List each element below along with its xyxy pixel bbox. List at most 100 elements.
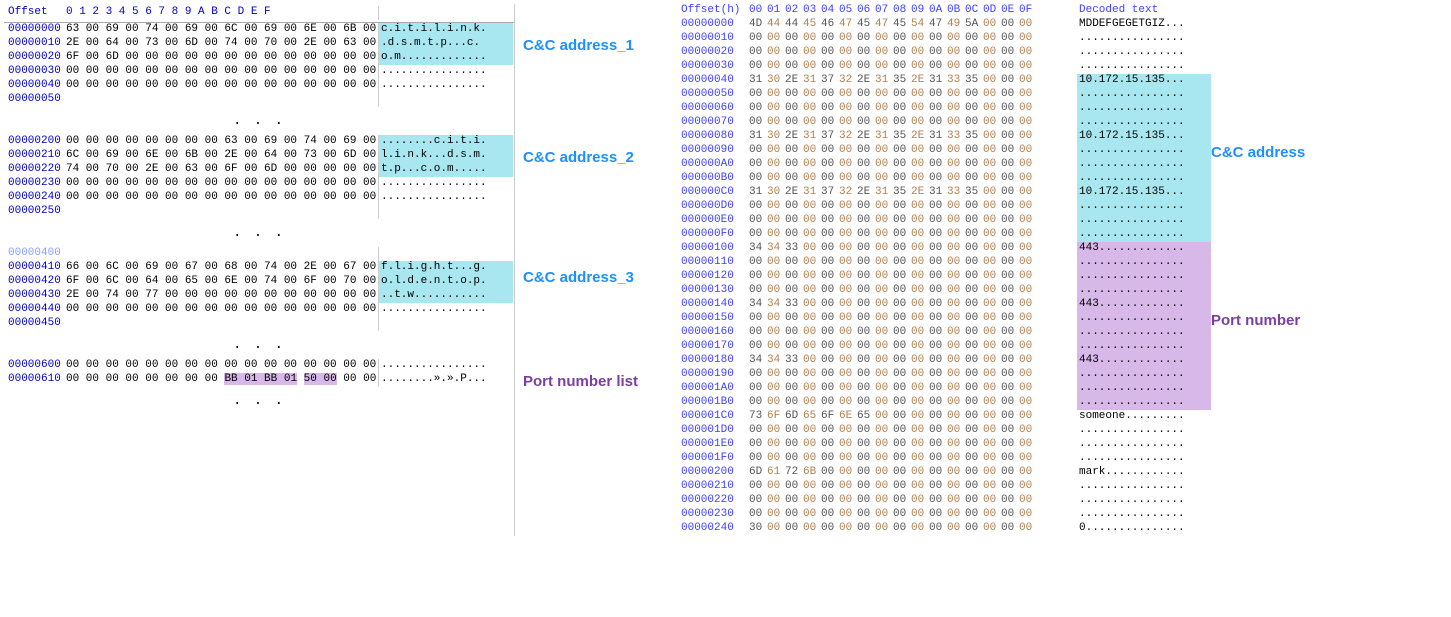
offset-cell: 00000170 [681, 340, 749, 354]
hex-row: 0000023000 00 00 00 00 00 00 00 00 00 00… [4, 177, 514, 191]
hex-cell: 00000000000000000000000000000000 [749, 396, 1077, 410]
offset-cell: 00000000 [681, 18, 749, 32]
hex-row: 0000005000000000000000000000000000000000… [681, 88, 1211, 102]
hex-row: 0000016000000000000000000000000000000000… [681, 326, 1211, 340]
offset-cell: 00000110 [681, 256, 749, 270]
offset-cell: 00000220 [681, 494, 749, 508]
hex-cell: 00000000000000000000000000000000 [749, 60, 1077, 74]
hex-row: 0000004031302E3137322E31352E313335000000… [681, 74, 1211, 88]
decoded-header: Decoded text [1077, 4, 1211, 18]
offset-cell: 000001C0 [681, 410, 749, 424]
hex-row: 000001F000000000000000000000000000000000… [681, 452, 1211, 466]
ascii-cell: mark............ [1077, 466, 1211, 480]
ascii-cell: o.m............. [378, 51, 513, 65]
offset-cell: 000000A0 [681, 158, 749, 172]
hex-header: 000102030405060708090A0B0C0D0E0F [749, 4, 1077, 18]
offset-cell: 00000040 [681, 74, 749, 88]
ascii-cell: 10.172.15.135... [1077, 74, 1211, 88]
offset-cell: 00000230 [681, 508, 749, 522]
hex-cell: 31302E3137322E31352E313335000000 [749, 186, 1077, 200]
ascii-cell: ................ [1077, 228, 1211, 242]
hex-cell: 00000000000000000000000000000000 [749, 228, 1077, 242]
offset-cell: 00000200 [681, 466, 749, 480]
ascii-cell: 10.172.15.135... [1077, 130, 1211, 144]
hex-cell: 00 00 00 00 00 00 00 00 00 00 00 00 00 0… [66, 359, 378, 373]
ascii-cell: 0............... [1077, 522, 1211, 536]
hex-row: 0000017000000000000000000000000000000000… [681, 340, 1211, 354]
left-hexdump: Offset 0 1 2 3 4 5 6 7 8 9 A B C D E F 0… [4, 4, 515, 536]
hex-row: 0000014034343300000000000000000000000000… [681, 298, 1211, 312]
hex-row: 0000009000000000000000000000000000000000… [681, 144, 1211, 158]
offset-cell: 00000030 [681, 60, 749, 74]
ascii-cell: ................ [1077, 144, 1211, 158]
ascii-cell: 443............. [1077, 298, 1211, 312]
hex-row: 0000012000000000000000000000000000000000… [681, 270, 1211, 284]
hex-row: 0000023000000000000000000000000000000000… [681, 508, 1211, 522]
hex-row: 000001D000000000000000000000000000000000… [681, 424, 1211, 438]
offset-cell: 00000040 [8, 79, 66, 93]
offset-cell: 00000180 [681, 354, 749, 368]
offset-cell: 00000020 [8, 51, 66, 65]
ellipsis: . . . [4, 219, 514, 247]
hex-row: 0000061000 00 00 00 00 00 00 00 BB 01 BB… [4, 373, 514, 387]
ascii-cell: ................ [378, 191, 513, 205]
offset-cell: 000001E0 [681, 438, 749, 452]
hex-row: 0000022000000000000000000000000000000000… [681, 494, 1211, 508]
hex-cell: 31302E3137322E31352E313335000000 [749, 74, 1077, 88]
hex-row: 0000015000000000000000000000000000000000… [681, 312, 1211, 326]
annotation-label: C&C address_1 [523, 37, 634, 54]
hex-row: 0000001000000000000000000000000000000000… [681, 32, 1211, 46]
hex-cell: 00000000000000000000000000000000 [749, 382, 1077, 396]
hex-row: 0000019000000000000000000000000000000000… [681, 368, 1211, 382]
hex-cell: 00000000000000000000000000000000 [749, 46, 1077, 60]
ascii-cell: ................ [1077, 494, 1211, 508]
hex-row: 000001C0736F6D656F6E65000000000000000000… [681, 410, 1211, 424]
hex-cell: 6F 00 6D 00 00 00 00 00 00 00 00 00 00 0… [66, 51, 378, 65]
hex-row: 00000450 [4, 317, 514, 331]
ascii-cell: ................ [1077, 88, 1211, 102]
hex-row: 000004302E 00 74 00 77 00 00 00 00 00 00… [4, 289, 514, 303]
hex-row: 0000060000 00 00 00 00 00 00 00 00 00 00… [4, 359, 514, 373]
offset-cell: 00000600 [8, 359, 66, 373]
hex-cell: 00000000000000000000000000000000 [749, 214, 1077, 228]
ascii-cell: ..t.w........... [378, 289, 513, 303]
hex-row: 0000044000 00 00 00 00 00 00 00 00 00 00… [4, 303, 514, 317]
hex-cell: 63 00 69 00 74 00 69 00 6C 00 69 00 6E 0… [66, 23, 378, 37]
hex-header: 0 1 2 3 4 5 6 7 8 9 A B C D E F [66, 6, 378, 20]
ascii-cell: ................ [1077, 172, 1211, 186]
ascii-cell: ................ [378, 359, 513, 373]
ascii-cell: 10.172.15.135... [1077, 186, 1211, 200]
ascii-cell: .d.s.m.t.p...c. [378, 37, 513, 51]
right-annotations: C&C addressPort number [1211, 4, 1341, 536]
hex-cell: 00000000000000000000000000000000 [749, 200, 1077, 214]
ascii-cell: l.i.n.k...d.s.m. [378, 149, 513, 163]
ascii-cell: ................ [1077, 256, 1211, 270]
hex-cell: 00000000000000000000000000000000 [749, 424, 1077, 438]
hex-cell: 34343300000000000000000000000000 [749, 242, 1077, 256]
offset-cell: 00000020 [681, 46, 749, 60]
ascii-cell: ................ [1077, 340, 1211, 354]
hex-row: 000002106C 00 69 00 6E 00 6B 00 2E 00 64… [4, 149, 514, 163]
hex-cell: 00000000000000000000000000000000 [749, 32, 1077, 46]
hex-cell: 00 00 00 00 00 00 00 00 00 00 00 00 00 0… [66, 177, 378, 191]
ellipsis: . . . [4, 107, 514, 135]
hex-cell: 00000000000000000000000000000000 [749, 270, 1077, 284]
hex-cell: 66 00 6C 00 69 00 67 00 68 00 74 00 2E 0… [66, 261, 378, 275]
hex-cell: 00 00 00 00 00 00 00 00 00 00 00 00 00 0… [66, 303, 378, 317]
hex-row: 0000008031302E3137322E31352E313335000000… [681, 130, 1211, 144]
offset-header: Offset(h) [681, 4, 749, 18]
hex-row: 0000007000000000000000000000000000000000… [681, 116, 1211, 130]
right-header: Offset(h) 000102030405060708090A0B0C0D0E… [681, 4, 1211, 18]
ascii-cell: ................ [378, 79, 513, 93]
ascii-cell: ................ [1077, 158, 1211, 172]
hex-cell: 30000000000000000000000000000000 [749, 522, 1077, 536]
ascii-cell: ................ [1077, 480, 1211, 494]
ascii-cell: ................ [1077, 102, 1211, 116]
offset-cell: 00000000 [8, 23, 66, 37]
hex-row: 0000024000 00 00 00 00 00 00 00 00 00 00… [4, 191, 514, 205]
hex-row: 000001E000000000000000000000000000000000… [681, 438, 1211, 452]
hex-row: 0000003000 00 00 00 00 00 00 00 00 00 00… [4, 65, 514, 79]
ascii-cell: ........c.i.t.i. [378, 135, 513, 149]
hex-row: 0000006000000000000000000000000000000000… [681, 102, 1211, 116]
ascii-cell: ................ [1077, 46, 1211, 60]
